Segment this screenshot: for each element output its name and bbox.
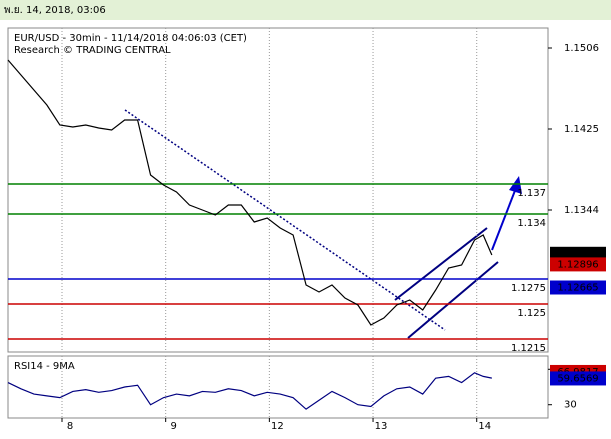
price-marker	[550, 246, 606, 261]
price-marker-label: 1.12896	[557, 259, 598, 270]
price-marker	[550, 257, 606, 272]
x-tick-label: 9	[170, 421, 176, 432]
level-label: 1.137	[517, 188, 546, 199]
forecast-arrow	[491, 187, 517, 251]
chart-subtitle: Research © TRADING CENTRAL	[14, 45, 171, 56]
chart-title: EUR/USD - 30min - 11/14/2018 04:06:03 (C…	[14, 33, 247, 44]
header-bar	[0, 0, 611, 20]
x-tick-label: 14	[478, 421, 491, 432]
price-panel	[7, 27, 549, 353]
series-line	[7, 59, 493, 326]
x-tick-label: 8	[67, 421, 73, 432]
level-label: 1.134	[517, 218, 546, 229]
channel-lower	[407, 261, 499, 339]
level-label: 1.1215	[511, 343, 546, 354]
price-marker-label: 1.12665	[557, 283, 598, 294]
price-marker-label: 59.6569	[557, 373, 598, 384]
x-tick-label: 13	[375, 421, 388, 432]
arrow-head	[509, 176, 522, 194]
channel-upper	[394, 227, 488, 301]
y-tick-label: 30	[564, 400, 577, 411]
price-marker	[550, 280, 606, 295]
trend-line	[124, 109, 446, 331]
price-marker	[550, 371, 606, 386]
series-line	[7, 372, 492, 410]
x-tick-label: 12	[271, 421, 284, 432]
level-label: 1.1275	[511, 283, 546, 294]
y-tick-label: 1.1344	[564, 205, 599, 216]
y-tick-label: 1.1425	[564, 124, 599, 135]
level-label: 1.125	[517, 308, 546, 319]
header-date: พ.ย. 14, 2018, 03:06	[4, 5, 106, 16]
y-tick-label: 1.1506	[564, 43, 599, 54]
rsi-panel	[7, 355, 549, 419]
rsi-title: RSI14 - 9MA	[14, 361, 75, 372]
price-marker-label: 1.13002	[557, 249, 598, 260]
